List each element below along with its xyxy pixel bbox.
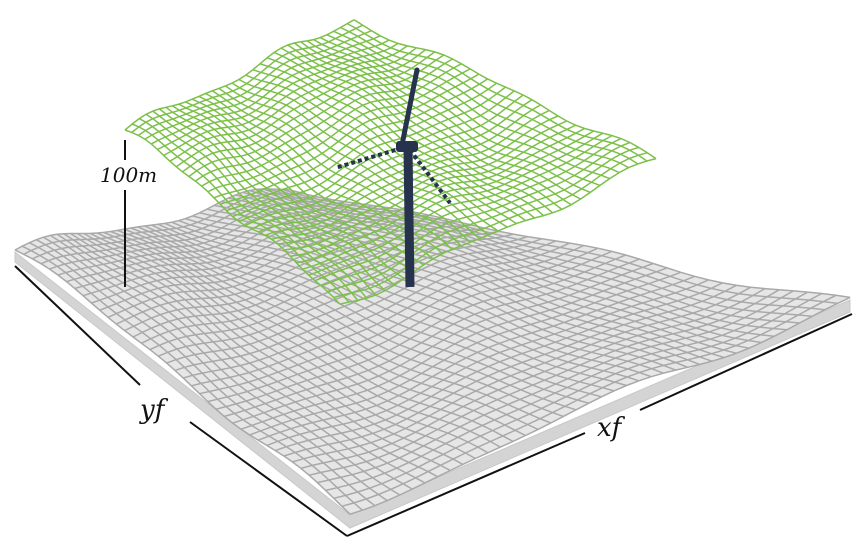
turbine-nacelle bbox=[396, 141, 418, 152]
x-axis-label: xf bbox=[597, 413, 626, 443]
terrain-diagram: 100m yf xf bbox=[0, 0, 858, 541]
y-axis-label: yf bbox=[139, 395, 169, 425]
turbine-tower bbox=[408, 150, 410, 287]
scale-label: 100m bbox=[100, 163, 157, 187]
mesh-line bbox=[327, 35, 619, 173]
